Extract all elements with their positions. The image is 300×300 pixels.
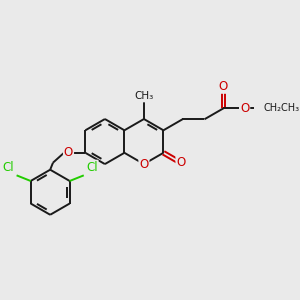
Text: O: O xyxy=(219,80,228,93)
Text: CH₂CH₃: CH₂CH₃ xyxy=(264,103,300,113)
Text: O: O xyxy=(240,102,249,115)
Text: O: O xyxy=(139,158,148,171)
Text: O: O xyxy=(64,146,73,159)
Text: CH₃: CH₃ xyxy=(134,92,154,101)
Text: O: O xyxy=(176,157,186,169)
Text: Cl: Cl xyxy=(3,161,14,174)
Text: Cl: Cl xyxy=(86,161,98,174)
